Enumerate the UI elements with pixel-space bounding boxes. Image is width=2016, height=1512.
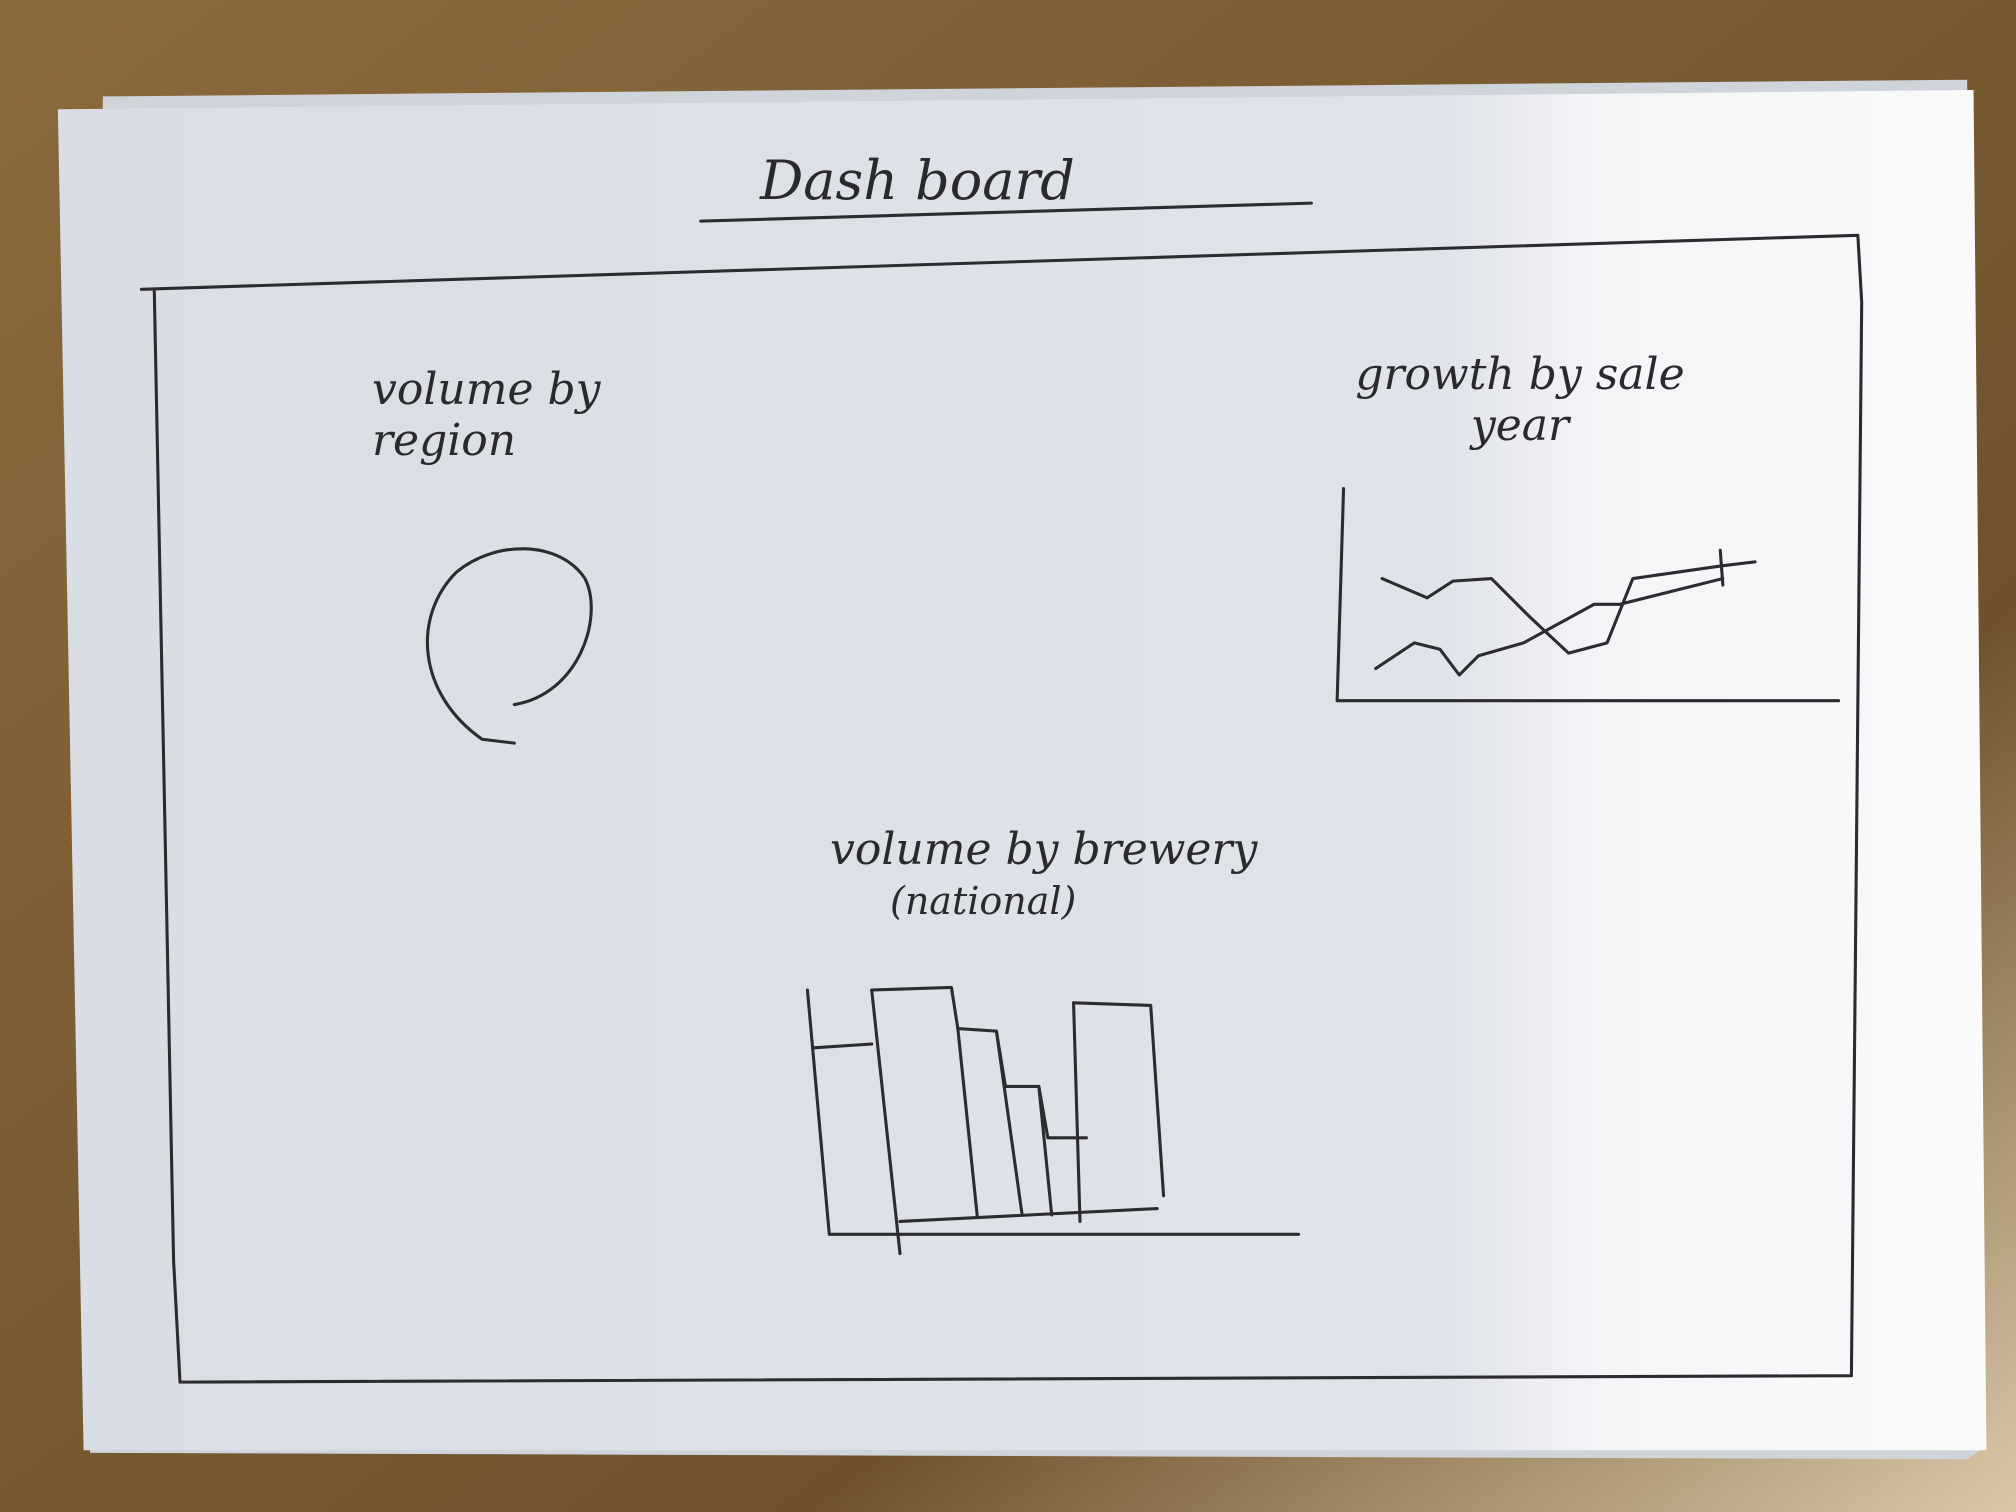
dashboard-title: Dash board xyxy=(760,149,1075,212)
frame xyxy=(139,233,1864,1384)
bar-axes xyxy=(805,988,1301,1236)
panel-title: growth by sale year xyxy=(1355,349,1685,451)
panel-title: volume by region xyxy=(372,364,601,466)
sketch xyxy=(57,79,1987,1460)
paper xyxy=(57,89,1987,1451)
panel-subtitle: (national) xyxy=(890,879,1077,923)
line-axes xyxy=(1335,487,1841,703)
panel-title: volume by brewery xyxy=(830,824,1258,875)
bar-sketch xyxy=(870,988,1159,1256)
line-sketch xyxy=(1374,548,1725,677)
title-underline xyxy=(699,201,1313,223)
line-sketch xyxy=(1380,560,1757,655)
pie-sketch xyxy=(425,547,593,745)
